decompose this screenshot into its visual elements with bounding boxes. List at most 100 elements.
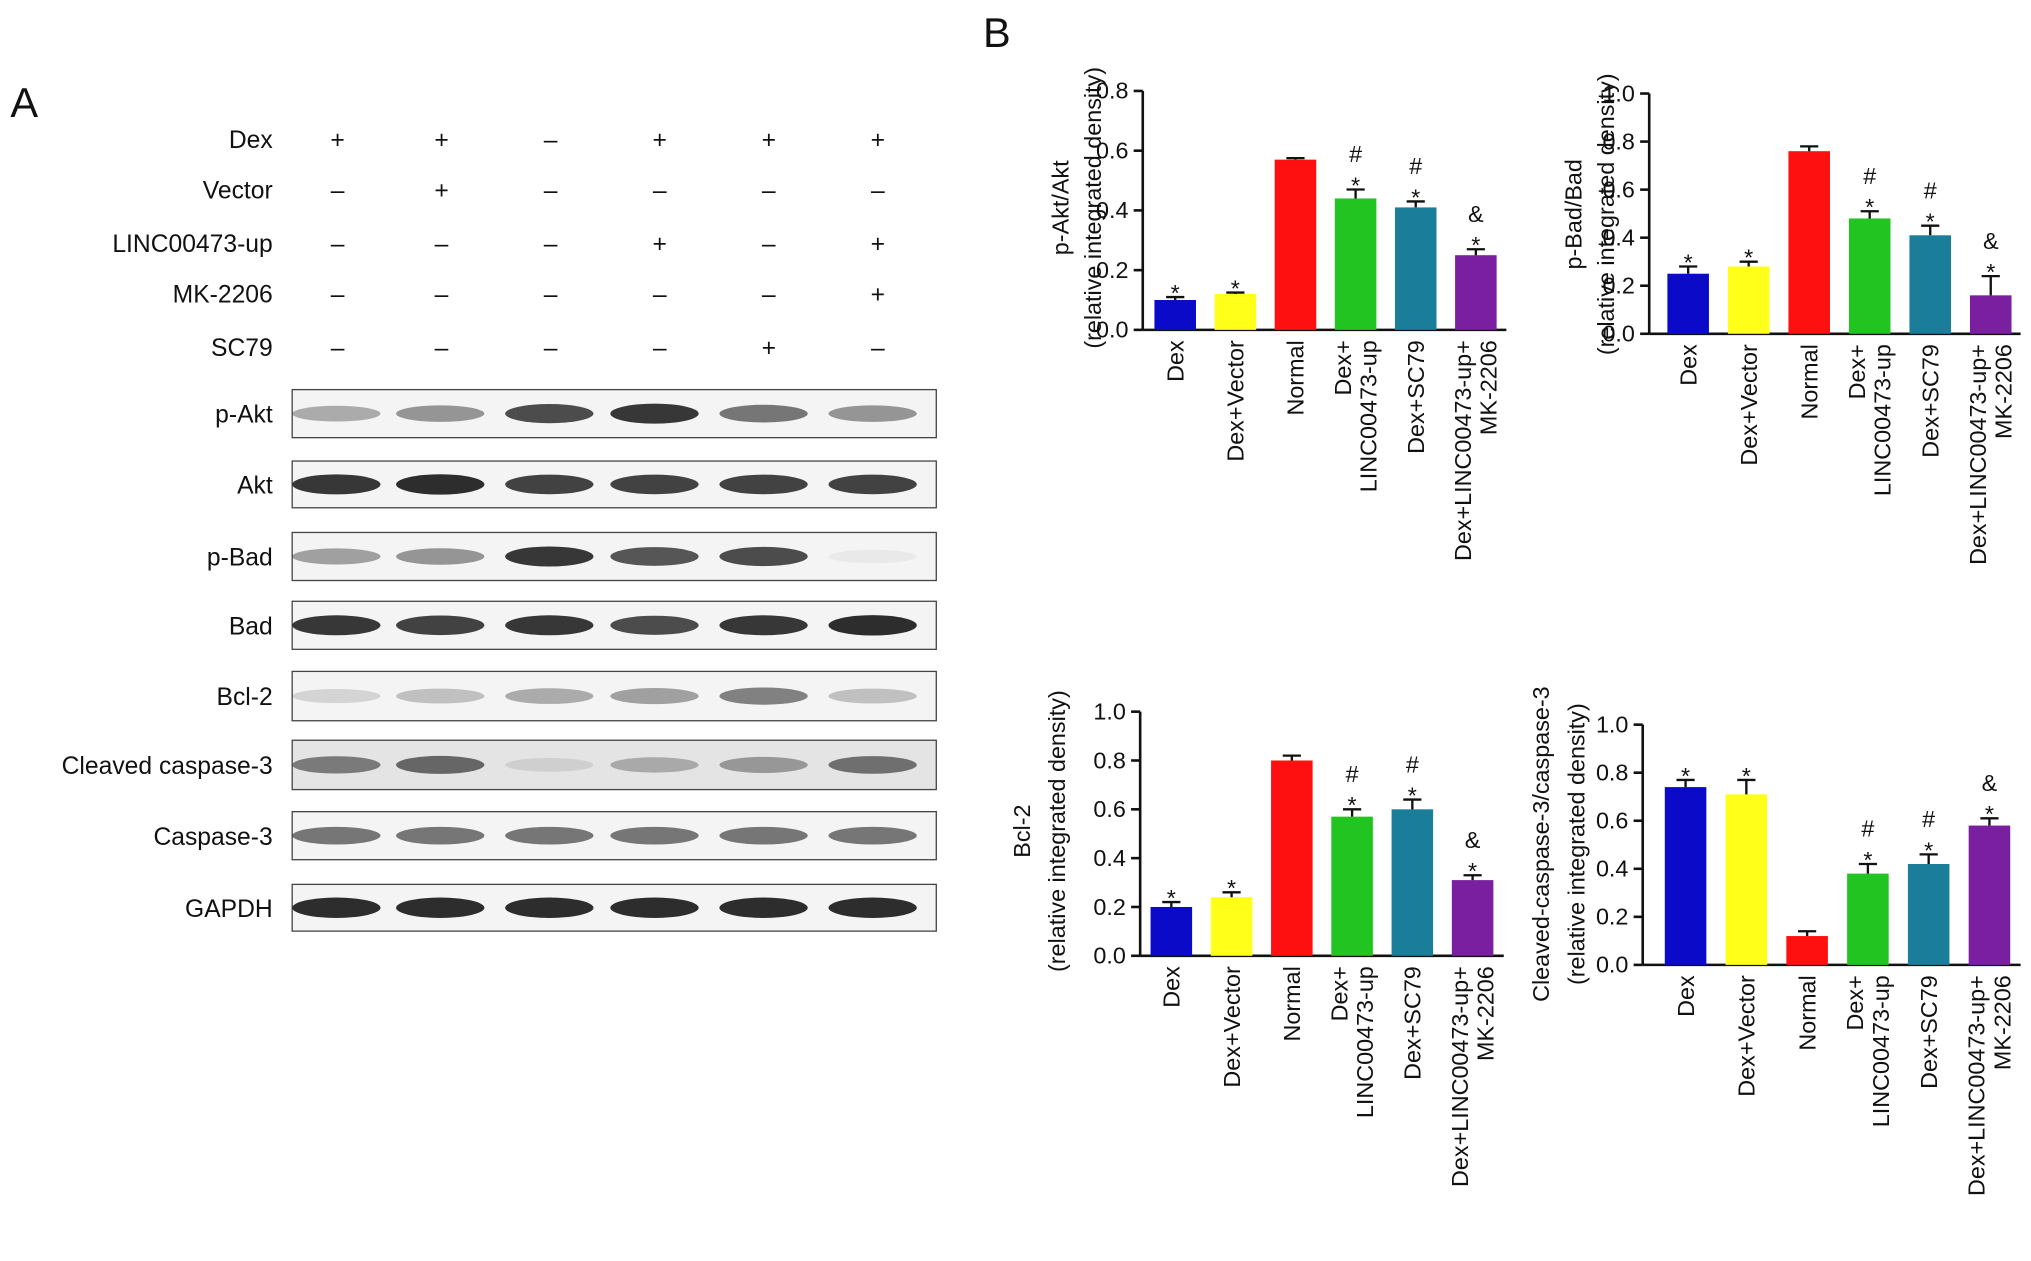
significance-mark: *: [1408, 782, 1417, 808]
y-tick-label: 0.8: [1596, 759, 1628, 785]
panel-label: A: [10, 79, 38, 126]
error-bar: [1980, 817, 1999, 826]
error-bar: [1676, 778, 1695, 788]
error-bar: [1346, 188, 1365, 199]
significance-mark: #: [1409, 153, 1422, 179]
treatment-sign: +: [330, 127, 344, 154]
band: [610, 757, 699, 773]
bar: [1847, 873, 1889, 965]
y-tick-label: 1.0: [1596, 711, 1628, 737]
treatment-label: Dex: [229, 127, 274, 154]
treatment-sign: –: [544, 282, 558, 309]
band: [292, 826, 381, 845]
bar: [1788, 151, 1830, 334]
error-bar: [1403, 798, 1422, 810]
x-tick-label: Dex+LINC00473-up: [1844, 344, 1896, 496]
y-tick-label: 1.0: [1602, 80, 1634, 106]
error-bar: [1921, 224, 1940, 236]
band: [828, 897, 917, 918]
x-tick-label: Dex+LINC00473-up+MK-2206: [1450, 340, 1502, 561]
band: [719, 897, 808, 918]
treatment-sign: +: [871, 282, 885, 309]
error-bar: [1162, 900, 1181, 907]
band: [292, 548, 381, 565]
panel-label: B: [983, 9, 1011, 56]
y-tick-label: 0.8: [1602, 128, 1634, 154]
x-tick-label: Dex+Vector: [1223, 340, 1249, 462]
y-tick-label: 0.6: [1096, 137, 1128, 163]
y-tick-label: 0.2: [1096, 257, 1128, 283]
treatment-sign: +: [871, 231, 885, 258]
bar: [1451, 880, 1494, 956]
band: [505, 897, 594, 918]
treatment-sign: –: [331, 231, 345, 258]
bar: [1331, 816, 1373, 956]
x-tick-label: Dex: [1159, 966, 1185, 1008]
y-tick-label: 0.4: [1596, 856, 1628, 882]
band: [719, 826, 808, 845]
treatment-sign: +: [871, 127, 885, 154]
band: [292, 405, 381, 422]
band: [828, 756, 917, 774]
band: [610, 897, 699, 918]
error-bar: [1226, 291, 1245, 295]
error-bar: [1343, 808, 1362, 817]
band: [292, 756, 381, 774]
treatment-sign: +: [434, 178, 448, 205]
error-bar: [1739, 260, 1758, 267]
treatment-sign: +: [434, 127, 448, 154]
significance-mark: *: [1171, 280, 1180, 306]
x-tick-label: Normal: [1279, 966, 1305, 1041]
y-axis-label: p-Akt/Akt: [1048, 160, 1074, 255]
y-tick-label: 0.0: [1602, 321, 1634, 347]
bar: [1907, 863, 1950, 965]
error-bar: [1282, 754, 1301, 761]
band-label: Caspase-3: [153, 824, 272, 851]
band-label: p-Bad: [207, 545, 273, 572]
bar: [1154, 300, 1197, 330]
x-tick-label: Dex+LINC00473-up+MK-2206: [1965, 344, 2017, 565]
bar: [1274, 159, 1317, 330]
bar: [1334, 198, 1377, 330]
treatment-sign: +: [652, 127, 666, 154]
treatment-label: LINC00473-up: [112, 231, 272, 258]
significance-mark: #: [1349, 141, 1362, 167]
treatment-sign: –: [871, 335, 885, 362]
y-tick-label: 0.8: [1093, 747, 1125, 773]
y-tick-label: 1.0: [1093, 698, 1125, 724]
treatment-sign: –: [544, 335, 558, 362]
bar: [1394, 207, 1437, 330]
band-label: Akt: [237, 472, 273, 499]
treatment-sign: –: [544, 178, 558, 205]
treatment-sign: –: [435, 282, 449, 309]
error-bar: [1981, 274, 2000, 296]
significance-mark: *: [1167, 885, 1176, 911]
band: [828, 405, 917, 422]
band-label: GAPDH: [185, 896, 273, 923]
band-label: Bad: [229, 613, 273, 640]
x-tick-label: Dex+LINC00473-up+MK-2206: [1447, 966, 1499, 1187]
band: [396, 755, 485, 774]
significance-mark: *: [1348, 792, 1357, 818]
error-bar: [1679, 265, 1698, 274]
significance-mark: *: [1411, 184, 1420, 210]
y-tick-label: 0.4: [1602, 224, 1634, 250]
significance-mark: *: [1681, 763, 1690, 789]
x-tick-label: Dex+Vector: [1734, 975, 1760, 1097]
x-tick-label: Dex: [1673, 975, 1699, 1017]
error-bar: [1222, 891, 1241, 898]
treatment-sign: –: [653, 335, 667, 362]
bar: [1150, 906, 1193, 956]
band: [292, 897, 381, 918]
y-axis-label: p-Bad/Bad: [1561, 159, 1587, 269]
bar: [1727, 266, 1770, 334]
y-tick-label: 0.2: [1596, 904, 1628, 930]
x-tick-label: Dex+Vector: [1736, 344, 1762, 466]
treatment-sign: –: [435, 231, 449, 258]
significance-mark: &: [1982, 770, 1998, 796]
error-bar: [1466, 248, 1485, 256]
significance-mark: &: [1468, 201, 1484, 227]
x-tick-label: Dex+SC79: [1917, 344, 1943, 458]
band: [719, 615, 808, 636]
